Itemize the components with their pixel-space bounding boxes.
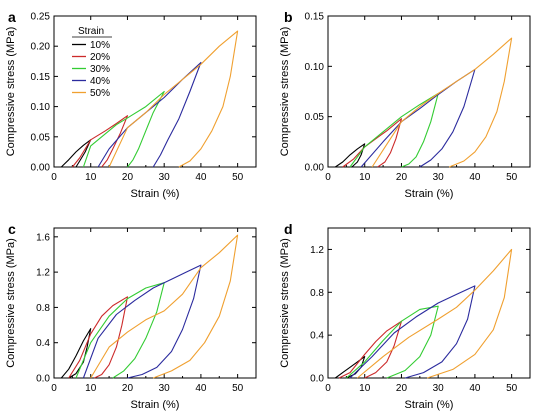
x-tick-label: 10 <box>85 172 97 183</box>
legend-entry-label: 20% <box>90 52 110 63</box>
x-tick-label: 0 <box>325 383 331 394</box>
x-tick-label: 20 <box>396 172 408 183</box>
panel-label: a <box>8 9 16 25</box>
x-axis-label: Strain (%) <box>131 188 180 200</box>
legend-entry-label: 30% <box>90 64 110 75</box>
legend-entry-label: 40% <box>90 76 110 87</box>
y-axis-label: Compressive stress (MPa) <box>5 238 17 368</box>
x-tick-label: 50 <box>506 172 518 183</box>
legend-title: Strain <box>78 26 104 37</box>
series-line-10pct <box>60 328 92 379</box>
legend-entry-label: 10% <box>90 40 110 51</box>
plot-frame <box>53 227 257 379</box>
legend: Strain 10%20%30%40%50% <box>72 26 112 99</box>
panel-label: c <box>8 221 16 237</box>
y-tick-label: 0.10 <box>31 102 51 113</box>
y-tick-label: 0.10 <box>305 62 325 73</box>
panel-b: 0 10 20 30 40 50 0.00 0.05 0.10 0.15 Strain (%) Com… <box>279 9 531 200</box>
x-tick-label: 0 <box>51 383 57 394</box>
series-line-40pct <box>349 285 476 379</box>
x-axis-label: Strain (%) <box>405 188 454 200</box>
series-line-50pct <box>357 248 513 379</box>
x-tick-label: 10 <box>85 383 97 394</box>
x-tick-label: 40 <box>195 383 207 394</box>
y-tick-label: 0.0 <box>310 374 324 385</box>
x-tick-label: 20 <box>396 383 408 394</box>
plot-frame <box>327 227 531 379</box>
y-tick-label: 0.8 <box>36 303 50 314</box>
x-tick-label: 10 <box>359 172 371 183</box>
panel-d: 0 10 20 30 40 50 0.0 0.4 0.8 1.2 Strain (%) Compres… <box>279 221 531 411</box>
y-axis-label: Compressive stress (MPa) <box>279 27 291 157</box>
y-tick-label: 0.0 <box>36 374 50 385</box>
x-tick-label: 0 <box>51 172 57 183</box>
series-line-40pct <box>97 61 202 168</box>
series-line-20pct <box>71 115 129 168</box>
x-tick-label: 30 <box>433 172 445 183</box>
series-line-20pct <box>68 296 129 379</box>
y-tick-label: 0.4 <box>310 331 324 342</box>
x-tick-label: 20 <box>122 383 134 394</box>
y-tick-label: 0.25 <box>31 12 51 23</box>
panel-a: 0 10 20 30 40 50 0.00 0.05 0.10 0.15 0.20 0.25 Strai… <box>5 9 257 200</box>
x-axis-label: Strain (%) <box>131 399 180 411</box>
x-tick-label: 0 <box>325 172 331 183</box>
y-tick-label: 0.15 <box>31 72 51 83</box>
y-tick-label: 0.00 <box>31 163 51 174</box>
panel-c: 0 10 20 30 40 50 0.0 0.4 0.8 1.2 1.6 Strain (%) Comp… <box>5 221 257 411</box>
x-tick-label: 40 <box>469 172 481 183</box>
legend-entry-label: 50% <box>90 88 110 99</box>
panel-label: b <box>284 9 293 25</box>
series-line-10pct <box>334 143 366 168</box>
y-axis-label: Compressive stress (MPa) <box>5 27 17 157</box>
series-line-20pct <box>342 118 403 168</box>
panel-label: d <box>284 221 293 237</box>
series-line-50pct <box>90 234 239 379</box>
y-tick-label: 0.00 <box>305 163 325 174</box>
x-tick-label: 30 <box>159 172 171 183</box>
plot-frame <box>327 15 531 168</box>
x-tick-label: 40 <box>469 383 481 394</box>
y-tick-label: 1.2 <box>310 245 324 256</box>
y-tick-label: 0.05 <box>305 112 325 123</box>
y-tick-label: 0.8 <box>310 288 324 299</box>
series-line-50pct <box>371 37 513 168</box>
plot-frame <box>53 15 257 168</box>
x-tick-label: 10 <box>359 383 371 394</box>
x-tick-label: 20 <box>122 172 134 183</box>
series-line-20pct <box>338 320 403 379</box>
y-tick-label: 0.4 <box>36 338 50 349</box>
series-line-10pct <box>60 139 92 168</box>
x-tick-label: 50 <box>506 383 518 394</box>
x-tick-label: 50 <box>232 383 244 394</box>
x-tick-label: 30 <box>159 383 171 394</box>
y-tick-label: 1.6 <box>36 232 50 243</box>
y-tick-label: 1.2 <box>36 268 50 279</box>
x-tick-label: 50 <box>232 172 244 183</box>
y-tick-label: 0.20 <box>31 42 51 53</box>
x-tick-label: 40 <box>195 172 207 183</box>
x-axis-label: Strain (%) <box>405 399 454 411</box>
y-tick-label: 0.15 <box>305 12 325 23</box>
series-line-50pct <box>108 30 239 168</box>
series-line-30pct <box>346 305 439 379</box>
y-tick-label: 0.05 <box>31 132 51 143</box>
x-tick-label: 30 <box>433 383 445 394</box>
series-line-40pct <box>82 264 202 379</box>
series-line-30pct <box>82 90 165 168</box>
y-axis-label: Compressive stress (MPa) <box>279 238 291 368</box>
